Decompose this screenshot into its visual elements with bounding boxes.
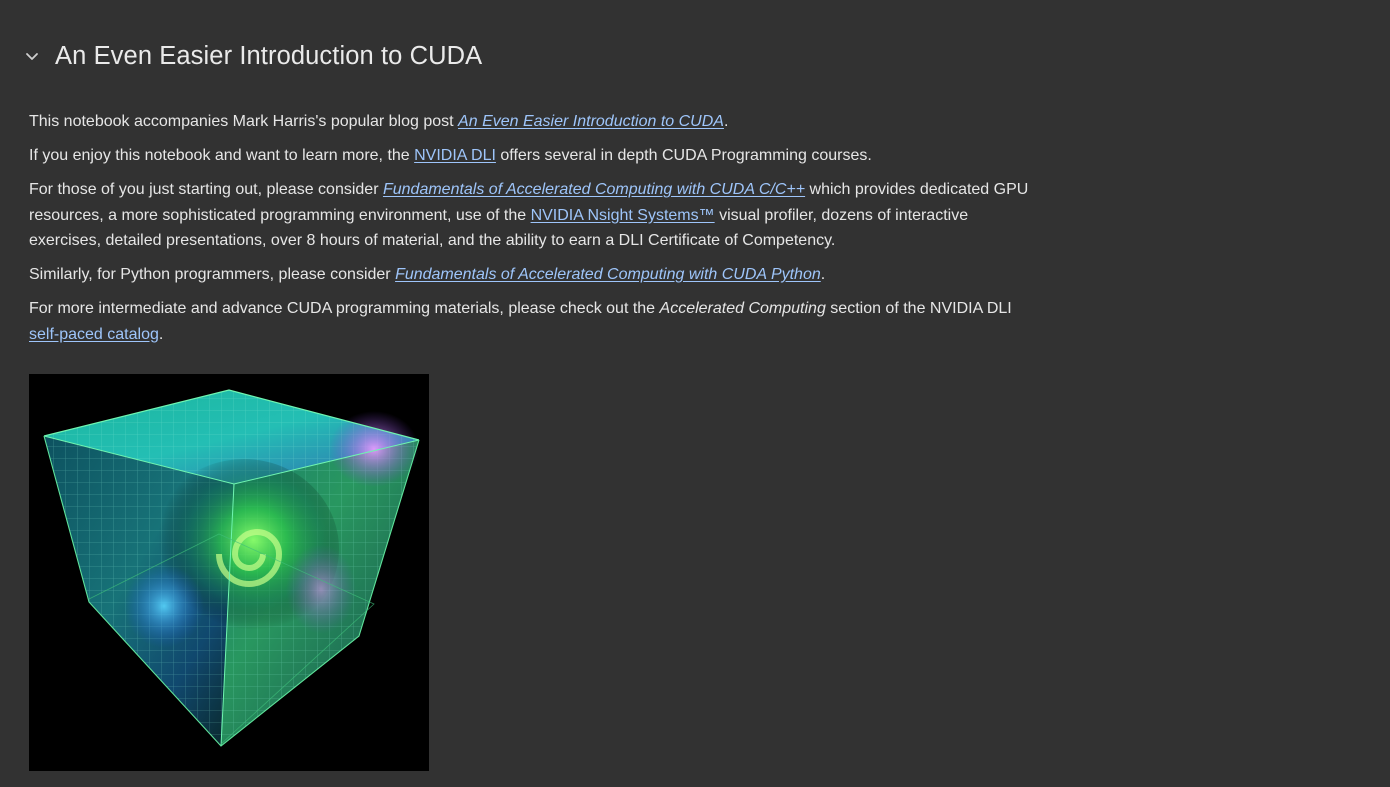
section-title: An Even Easier Introduction to CUDA [55, 41, 483, 70]
accelerated-computing-emphasis: Accelerated Computing [659, 300, 826, 317]
nsight-systems-link[interactable]: NVIDIA Nsight Systems™ [530, 206, 715, 224]
paragraph-blog-post: This notebook accompanies Mark Harris's … [29, 113, 729, 130]
chevron-down-icon[interactable] [22, 46, 42, 66]
self-paced-catalog-link[interactable]: self-paced catalog [29, 325, 159, 343]
nvidia-dli-link[interactable]: NVIDIA DLI [414, 147, 496, 164]
blog-post-link[interactable]: An Even Easier Introduction to CUDA [458, 113, 724, 130]
paragraph-dli: If you enjoy this notebook and want to l… [29, 147, 872, 164]
cuda-python-course-link[interactable]: Fundamentals of Accelerated Computing wi… [395, 266, 821, 283]
paragraph-cuda-cpp: For those of you just starting out, plea… [29, 181, 1029, 249]
section-heading-row: An Even Easier Introduction to CUDA [22, 36, 482, 76]
paragraph-cuda-python: Similarly, for Python programmers, pleas… [29, 266, 826, 283]
cuda-cpp-course-link[interactable]: Fundamentals of Accelerated Computing wi… [382, 181, 806, 198]
cuda-cube-visualization-image [29, 374, 429, 771]
markdown-cell-content: This notebook accompanies Mark Harris's … [29, 109, 1039, 356]
cube-image-graphic [29, 374, 429, 771]
paragraph-catalog: For more intermediate and advance CUDA p… [29, 300, 1012, 343]
